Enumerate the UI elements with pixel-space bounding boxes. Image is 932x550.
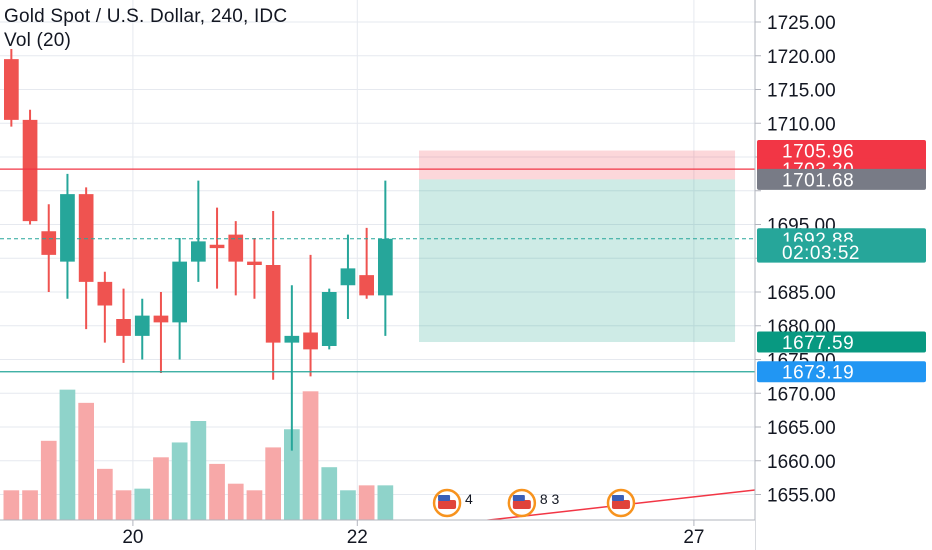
volume-bar (171, 442, 188, 520)
us-flag-icon: 8 3 (507, 488, 560, 518)
axis-tick-label: 1720.00 (767, 47, 836, 68)
volume-bar (153, 457, 169, 520)
candle-body (78, 194, 94, 282)
volume-bar (377, 485, 394, 520)
candle-body (153, 315, 169, 323)
time-tick-label: 27 (683, 527, 704, 548)
volume-bar (209, 463, 225, 520)
position-tool[interactable] (419, 150, 736, 343)
price-label-background (757, 168, 926, 190)
price-label-text: 1701.68 (782, 170, 854, 191)
us-flag-icon: 4 (432, 488, 473, 518)
candle-body (191, 241, 206, 262)
volume-bar (321, 467, 338, 520)
price-label-text: 1673.19 (782, 363, 854, 384)
volume-bar (227, 483, 244, 520)
volume-bar (340, 490, 356, 520)
grid-lines (0, 0, 755, 520)
candle-body (60, 194, 75, 262)
price-label: 1701.68 (757, 168, 926, 191)
candle-body (228, 234, 244, 262)
candle-body (116, 319, 131, 336)
time-axis-background (0, 520, 755, 550)
chart-title: Gold Spot / U.S. Dollar, 240, IDC (4, 6, 288, 27)
event-markers[interactable]: 4 8 3 (432, 488, 636, 518)
volume-bar (115, 490, 132, 520)
price-label-background (757, 331, 926, 353)
price-label-text: 1705.96 (782, 142, 854, 163)
candle-body (209, 244, 225, 249)
candle-body (247, 261, 262, 265)
volume-bar (22, 490, 38, 520)
time-tick-label: 20 (122, 527, 143, 548)
price-axis[interactable]: 1725.001720.001715.001710.001695.001685.… (754, 0, 932, 550)
time-axis[interactable]: 20 22 27 (0, 519, 755, 550)
volume-bar (284, 429, 300, 520)
flag-canton (438, 495, 451, 501)
candle-body (359, 275, 374, 296)
candle-body (378, 238, 393, 296)
axis-tick-label: 1725.00 (767, 13, 836, 34)
axis-background (755, 0, 932, 550)
volume-bar (97, 468, 113, 520)
flag-canton (512, 495, 525, 501)
axis-tick-label: 1710.00 (767, 114, 836, 135)
price-labels: 1705.961703.201701.681692.8802:03:521677… (757, 140, 926, 384)
candle-body (22, 119, 38, 222)
price-label: 1705.96 (757, 140, 926, 163)
volume-bar (40, 440, 57, 520)
price-label: 1673.19 (757, 361, 926, 384)
candle-body (340, 268, 356, 286)
volume-indicator-label[interactable]: Vol (20) (4, 30, 72, 51)
candle-body (97, 281, 113, 306)
price-label: 1677.59 (757, 331, 926, 354)
volume-bar (59, 389, 76, 520)
candle-body (265, 265, 281, 343)
volume-bar (358, 485, 375, 520)
price-label-background (757, 361, 926, 383)
flag-stripes (438, 500, 457, 509)
price-label: 02:03:52 (757, 241, 926, 264)
candle-body (303, 332, 318, 350)
price-label-text: 1677.59 (782, 333, 854, 354)
candle-body (284, 335, 300, 343)
price-label-background (757, 140, 926, 162)
volume-bar (78, 402, 94, 520)
candles (4, 49, 393, 451)
take-profit-zone (419, 179, 736, 343)
us-flag-icon (606, 488, 636, 518)
axis-tick-label: 1670.00 (767, 384, 836, 405)
volume-bar (3, 490, 20, 520)
axis-tick-label: 1665.00 (767, 418, 836, 439)
axis-tick-label: 1685.00 (767, 283, 836, 304)
time-tick-label: 22 (347, 527, 368, 548)
candle-body (134, 315, 150, 336)
axis-tick-label: 1715.00 (767, 81, 836, 102)
candle-body (4, 59, 19, 120)
price-label-background (757, 241, 926, 263)
axis-tick-label: 1655.00 (767, 486, 836, 507)
candle-body (321, 292, 337, 346)
stop-loss-zone (419, 150, 736, 180)
volume-bar (265, 447, 281, 520)
flag-canton (611, 495, 624, 501)
event-count: 4 (465, 491, 473, 507)
volume-bar (246, 490, 263, 520)
axis-tick-label: 1660.00 (767, 452, 836, 473)
price-label-text: 02:03:52 (782, 243, 860, 264)
candle-body (41, 231, 57, 255)
flag-stripes (611, 500, 630, 509)
flag-stripes (512, 500, 531, 509)
volume-bar (190, 421, 207, 520)
volume-bar (302, 391, 319, 520)
event-count: 8 3 (540, 491, 560, 507)
volume-bar (134, 488, 151, 520)
candle-body (172, 261, 187, 323)
volume-bars (3, 389, 394, 520)
